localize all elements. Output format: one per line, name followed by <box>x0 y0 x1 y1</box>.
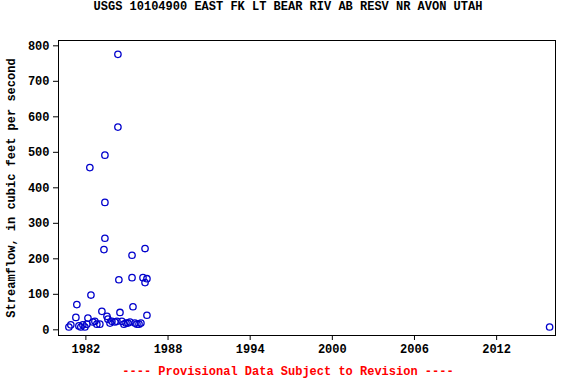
svg-text:700: 700 <box>28 75 50 89</box>
svg-text:0: 0 <box>42 324 49 338</box>
svg-text:2000: 2000 <box>318 343 347 357</box>
svg-text:300: 300 <box>28 217 50 231</box>
svg-text:1988: 1988 <box>154 343 183 357</box>
svg-text:100: 100 <box>28 288 50 302</box>
svg-text:600: 600 <box>28 111 50 125</box>
html-text:USGS 10104900 EAST FK LT BEAR: USGS 10104900 EAST FK LT BEAR RIV AB RES… <box>93 0 483 14</box>
svg-text:2006: 2006 <box>400 343 429 357</box>
svg-text:200: 200 <box>28 253 50 267</box>
svg-text:2012: 2012 <box>482 343 511 357</box>
svg-text:Streamflow, in cubic feet per: Streamflow, in cubic feet per second <box>5 58 19 317</box>
html-text:---- Provisional Data Subject: ---- Provisional Data Subject to Revisio… <box>122 365 454 379</box>
svg-text:800: 800 <box>28 40 50 54</box>
svg-text:1994: 1994 <box>236 343 265 357</box>
svg-text:400: 400 <box>28 182 50 196</box>
svg-text:500: 500 <box>28 146 50 160</box>
svg-text:1982: 1982 <box>71 343 100 357</box>
